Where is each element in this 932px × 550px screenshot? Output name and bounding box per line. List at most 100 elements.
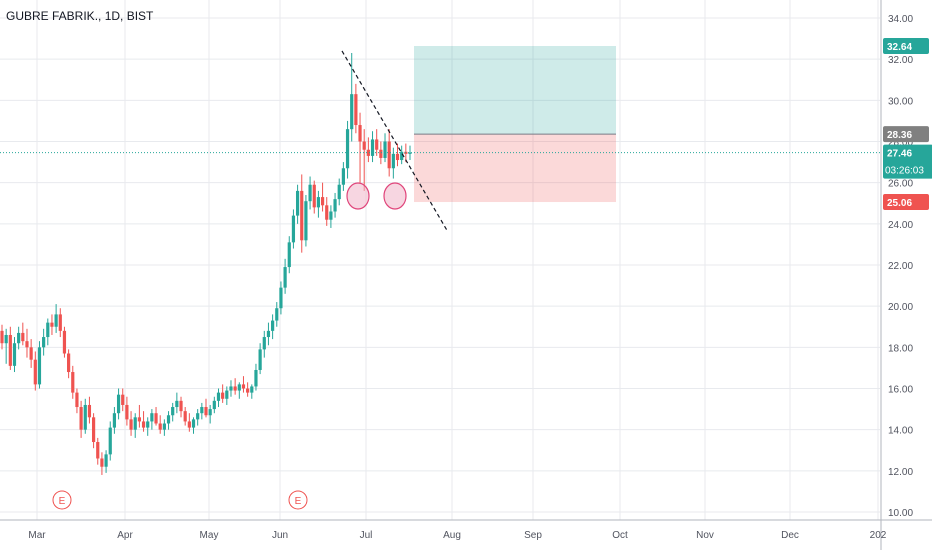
candle-body	[408, 152, 412, 154]
candle-body	[333, 199, 337, 212]
candle-body	[146, 421, 150, 428]
candle-body	[254, 369, 258, 387]
candle-body	[345, 129, 350, 169]
candle-body	[200, 407, 204, 414]
candle-body	[250, 386, 254, 393]
candle-body	[104, 454, 108, 467]
candle-body	[75, 392, 79, 408]
candle-body	[100, 458, 104, 467]
price-axis[interactable]: 10.00 12.00 14.00 16.00 18.00 20.00 22.00 24.00…	[880, 0, 913, 550]
y-tick-label: 26.00	[888, 179, 913, 190]
candle-body	[291, 215, 296, 243]
candle-body	[108, 427, 112, 455]
candle-body	[221, 392, 225, 399]
y-tick-label: 22.00	[888, 261, 913, 272]
x-tick-label: 202	[870, 530, 887, 541]
candle-body	[50, 322, 54, 327]
target-zone	[414, 45, 616, 135]
countdown-label: 03:26:03	[885, 166, 924, 177]
candle-body	[125, 404, 129, 420]
candle-body	[83, 404, 87, 430]
candle-body	[212, 400, 216, 410]
candle-body	[395, 153, 400, 161]
candle-body	[300, 190, 304, 241]
candle-body	[362, 141, 366, 150]
candle-body	[162, 423, 166, 430]
candle-body	[129, 419, 133, 430]
x-tick-label: Oct	[612, 530, 628, 541]
candle-body	[0, 330, 4, 344]
entry-price-tag	[883, 126, 929, 143]
x-tick-label: Jul	[360, 530, 373, 541]
time-axis[interactable]: Mar Apr May Jun Jul Aug Sep Oct Nov Dec 202	[0, 519, 932, 541]
candle-body	[258, 349, 262, 370]
y-tick-label: 10.00	[888, 508, 913, 519]
candle-body	[8, 334, 12, 366]
candle-body	[33, 359, 37, 385]
x-tick-label: Mar	[28, 530, 46, 541]
candle-body	[229, 386, 233, 391]
candle-body	[375, 139, 379, 150]
candle-body	[241, 384, 246, 389]
candle-body	[17, 332, 21, 344]
candle-body	[216, 392, 221, 401]
candle-body	[121, 394, 125, 405]
candle-body	[42, 337, 46, 348]
candle-body	[29, 347, 33, 360]
candle-body	[279, 287, 283, 309]
candle-body	[4, 334, 8, 344]
long-position-zones[interactable]	[414, 45, 616, 203]
price-tags: 32.64 28.36 27.46 03:26:03 25.06	[883, 37, 932, 211]
candle-body	[175, 400, 179, 408]
y-tick-label: 30.00	[888, 96, 913, 107]
y-tick-label: 16.00	[888, 385, 913, 396]
candle-body	[196, 413, 200, 420]
candlestick-series	[0, 52, 412, 475]
current-price-tag	[883, 144, 932, 179]
candle-body	[233, 386, 237, 391]
candle-body	[283, 267, 287, 288]
candle-body	[341, 168, 345, 185]
x-tick-label: May	[200, 530, 219, 541]
stop-price-tag	[883, 194, 929, 211]
candle-body	[21, 332, 25, 342]
candle-body	[67, 353, 71, 373]
candle-body	[37, 347, 42, 385]
candle-body	[137, 417, 141, 422]
candle-body	[304, 201, 308, 241]
candle-body	[271, 320, 275, 331]
candle-body	[187, 421, 191, 428]
candle-body	[316, 197, 321, 208]
earnings-marker-label: E	[295, 496, 302, 507]
highlight-circle	[346, 182, 370, 210]
candle-body	[246, 388, 250, 393]
candle-body	[383, 141, 387, 158]
candle-body	[54, 314, 58, 327]
candle-body	[370, 139, 375, 156]
chart-title: GUBRE FABRIK., 1D, BIST	[6, 9, 154, 23]
candle-body	[96, 442, 100, 459]
candle-body	[225, 390, 229, 399]
candle-body	[312, 184, 316, 208]
candle-body	[150, 413, 154, 422]
target-price-tag-label: 32.64	[887, 42, 912, 53]
y-tick-label: 24.00	[888, 220, 913, 231]
highlight-circle	[383, 182, 407, 210]
candle-body	[295, 190, 300, 216]
candle-body	[350, 94, 354, 130]
candle-body	[237, 384, 241, 391]
candle-body	[91, 417, 96, 443]
candle-body	[329, 211, 333, 220]
candle-body	[62, 330, 67, 354]
candle-body	[116, 394, 121, 414]
candle-body	[141, 421, 146, 428]
x-tick-label: Sep	[524, 530, 542, 541]
y-tick-label: 20.00	[888, 302, 913, 313]
x-tick-label: Aug	[443, 530, 461, 541]
candle-body	[379, 149, 383, 158]
candle-body	[87, 404, 92, 418]
earnings-marker	[52, 490, 72, 510]
candle-body	[358, 125, 362, 142]
